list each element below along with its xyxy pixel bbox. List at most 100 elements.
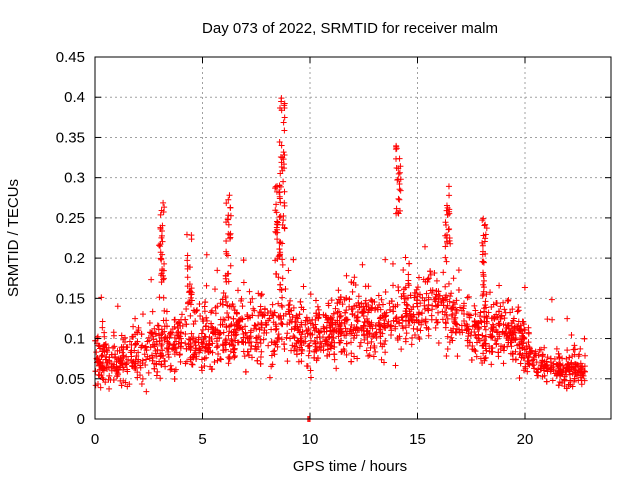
- data-point: [317, 339, 324, 346]
- data-point: [364, 334, 371, 341]
- data-point: [99, 352, 106, 359]
- data-point: [442, 309, 449, 316]
- data-point: [254, 321, 261, 328]
- data-point: [452, 314, 459, 321]
- data-point: [411, 332, 418, 339]
- data-point: [165, 354, 172, 361]
- data-point: [444, 315, 451, 322]
- data-point: [578, 381, 585, 388]
- data-point: [356, 343, 363, 350]
- data-point: [224, 309, 231, 316]
- data-point: [160, 275, 167, 282]
- data-point: [176, 351, 183, 358]
- data-point: [342, 309, 349, 316]
- data-point: [501, 330, 508, 337]
- data-point: [277, 170, 284, 177]
- data-point: [231, 353, 238, 360]
- data-point: [468, 357, 475, 364]
- data-point: [453, 307, 460, 314]
- x-axis-label: GPS time / hours: [293, 458, 407, 475]
- data-point: [298, 350, 305, 357]
- data-point: [173, 349, 180, 356]
- data-point: [496, 282, 503, 289]
- data-point: [143, 388, 150, 395]
- data-point: [357, 339, 364, 346]
- data-point: [350, 335, 357, 342]
- data-point: [556, 354, 563, 361]
- data-point: [515, 323, 522, 330]
- data-point: [184, 265, 191, 272]
- data-point: [290, 333, 297, 340]
- data-point: [139, 375, 146, 382]
- data-point: [272, 183, 279, 190]
- data-point: [400, 325, 407, 332]
- data-point: [393, 155, 400, 162]
- data-point: [379, 301, 386, 308]
- data-point: [225, 313, 232, 320]
- data-point: [424, 276, 431, 283]
- data-point: [196, 349, 203, 356]
- y-tick-label: 0.05: [56, 371, 85, 388]
- data-point: [240, 257, 247, 264]
- data-point: [579, 370, 586, 377]
- data-point: [134, 374, 141, 381]
- data-point: [195, 339, 202, 346]
- data-point: [497, 316, 504, 323]
- data-point: [159, 329, 166, 336]
- data-point: [428, 289, 435, 296]
- data-point: [161, 358, 168, 365]
- data-point: [497, 303, 504, 310]
- data-point: [477, 309, 484, 316]
- data-point: [304, 363, 311, 370]
- data-point: [215, 350, 222, 357]
- data-point: [518, 338, 525, 345]
- data-point: [348, 279, 355, 286]
- data-point: [555, 360, 562, 367]
- data-point: [157, 243, 164, 250]
- data-point: [479, 242, 486, 249]
- data-point: [490, 315, 496, 322]
- data-point: [233, 310, 240, 317]
- data-point: [122, 361, 129, 368]
- y-tick-label: 0.2: [64, 250, 85, 267]
- data-point: [257, 292, 264, 299]
- data-point: [266, 374, 273, 381]
- data-point: [487, 289, 494, 296]
- data-point: [368, 338, 375, 345]
- data-point: [412, 290, 419, 297]
- data-point: [425, 275, 432, 282]
- data-point: [553, 345, 560, 352]
- data-point: [186, 288, 193, 295]
- data-point: [167, 330, 174, 337]
- data-point: [385, 318, 392, 325]
- data-point: [285, 267, 292, 274]
- data-point: [277, 183, 284, 190]
- data-point: [212, 310, 219, 317]
- data-point: [278, 336, 285, 343]
- data-point: [465, 293, 472, 300]
- data-point: [293, 340, 300, 347]
- data-point: [226, 235, 233, 242]
- data-point: [482, 250, 489, 257]
- data-point: [451, 301, 458, 308]
- data-point: [277, 154, 284, 161]
- data-point: [442, 319, 449, 326]
- data-point: [509, 350, 516, 357]
- data-point: [223, 219, 230, 226]
- data-point: [554, 362, 561, 369]
- data-point: [544, 354, 551, 361]
- data-point: [306, 342, 313, 349]
- data-point: [316, 333, 323, 340]
- data-point: [220, 290, 227, 297]
- data-point: [425, 307, 432, 314]
- data-point: [450, 275, 457, 282]
- data-point: [523, 342, 530, 349]
- data-point: [240, 339, 247, 346]
- data-point: [216, 329, 223, 336]
- data-point: [205, 326, 212, 333]
- data-point: [444, 333, 451, 340]
- data-point: [481, 323, 488, 330]
- data-point: [201, 355, 208, 362]
- data-point: [258, 291, 265, 298]
- data-point: [240, 279, 247, 286]
